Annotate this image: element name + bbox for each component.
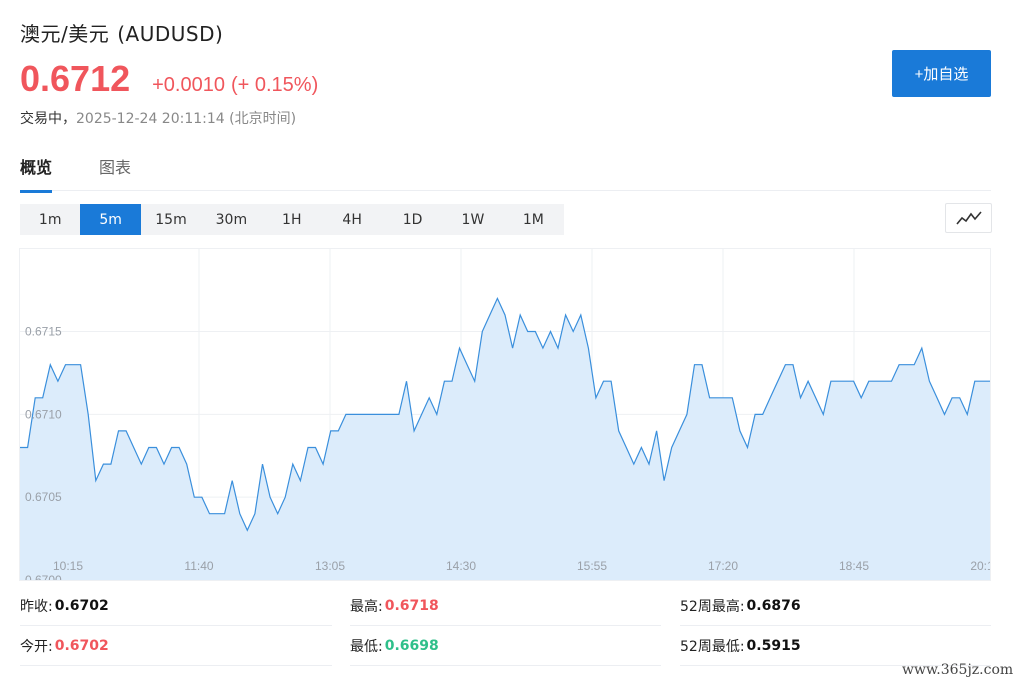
- line-chart-icon: [955, 211, 982, 225]
- stat-value: 0.6876: [746, 597, 801, 614]
- price-chart: 0.6700 0.6705 0.6710 0.6715 10:15 11:40 13:05 1…: [19, 248, 991, 581]
- change-percent: (+ 0.15%): [230, 74, 319, 96]
- price-row: 0.6712 +0.0010 (+ 0.15%): [20, 58, 318, 100]
- price-change: +0.0010 (+ 0.15%): [152, 74, 318, 97]
- stat-value: 0.6702: [54, 637, 109, 654]
- stat-label: 昨收:: [20, 598, 53, 615]
- stat-prev-close: 昨收: 0.6702: [20, 586, 332, 626]
- y-tick-label: 0.6710: [25, 407, 62, 421]
- period-selector: 1m 5m 15m 30m 1H 4H 1D 1W 1M: [20, 204, 564, 235]
- stat-label: 最高:: [350, 598, 383, 615]
- price-area-fill: [20, 298, 990, 580]
- current-price: 0.6712: [20, 58, 131, 99]
- x-tick-label: 13:05: [315, 559, 345, 573]
- stat-label: 最低:: [350, 638, 383, 655]
- stat-high: 最高: 0.6718: [350, 586, 661, 626]
- period-1h[interactable]: 1H: [282, 211, 302, 228]
- x-tick-label: 15:55: [577, 559, 607, 573]
- x-tick-label: 20:1: [970, 559, 990, 573]
- tab-bar: 概览 图表: [20, 150, 991, 193]
- period-4h[interactable]: 4H: [342, 211, 362, 228]
- price-chart-svg: 0.6700 0.6705 0.6710 0.6715 10:15 11:40 13:05 1…: [20, 249, 990, 580]
- chart-type-button[interactable]: [945, 203, 992, 233]
- tab-overview[interactable]: 概览: [20, 154, 53, 193]
- period-1d[interactable]: 1D: [402, 211, 423, 228]
- y-tick-label: 0.6715: [25, 325, 62, 339]
- x-tick-label: 18:45: [839, 559, 869, 573]
- trading-status: 交易中，2025-12-24 20:11:14 (北京时间): [20, 108, 296, 128]
- stat-value: 0.6718: [384, 597, 439, 614]
- x-tick-label: 11:40: [184, 559, 213, 573]
- x-tick-label: 10:15: [53, 559, 83, 573]
- instrument-title: 澳元/美元 (AUDUSD): [20, 18, 223, 47]
- x-tick-label: 14:30: [446, 559, 476, 573]
- x-tick-label: 17:20: [708, 559, 738, 573]
- stat-52w-low: 52周最低: 0.5915: [680, 626, 991, 666]
- period-1m[interactable]: 1m: [38, 211, 62, 228]
- y-tick-label: 0.6705: [25, 490, 62, 504]
- watermark: www.365jz.com: [902, 662, 1014, 678]
- stat-open: 今开: 0.6702: [20, 626, 332, 666]
- period-5m[interactable]: 5m: [80, 204, 141, 235]
- status-timezone: (北京时间): [229, 111, 297, 127]
- instrument-name: 澳元/美元: [20, 22, 110, 46]
- status-timestamp: 2025-12-24 20:11:14: [76, 111, 225, 127]
- stat-label: 52周最高:: [680, 598, 745, 615]
- instrument-code: (AUDUSD): [117, 22, 224, 46]
- add-watchlist-button[interactable]: +加自选: [892, 50, 991, 97]
- period-1w[interactable]: 1W: [461, 211, 485, 228]
- stat-value: 0.5915: [746, 637, 801, 654]
- period-15m[interactable]: 15m: [155, 211, 187, 228]
- stat-label: 今开:: [20, 638, 53, 655]
- period-1mo[interactable]: 1M: [522, 211, 544, 228]
- period-30m[interactable]: 30m: [215, 211, 248, 228]
- stat-value: 0.6698: [384, 637, 439, 654]
- stat-low: 最低: 0.6698: [350, 626, 661, 666]
- stat-value: 0.6702: [54, 597, 109, 614]
- status-label: 交易中，: [20, 111, 76, 127]
- tab-chart[interactable]: 图表: [99, 158, 132, 177]
- y-tick-label: 0.6700: [25, 573, 62, 580]
- stat-label: 52周最低:: [680, 638, 745, 655]
- change-value: +0.0010: [152, 74, 225, 96]
- stat-52w-high: 52周最高: 0.6876: [680, 586, 991, 626]
